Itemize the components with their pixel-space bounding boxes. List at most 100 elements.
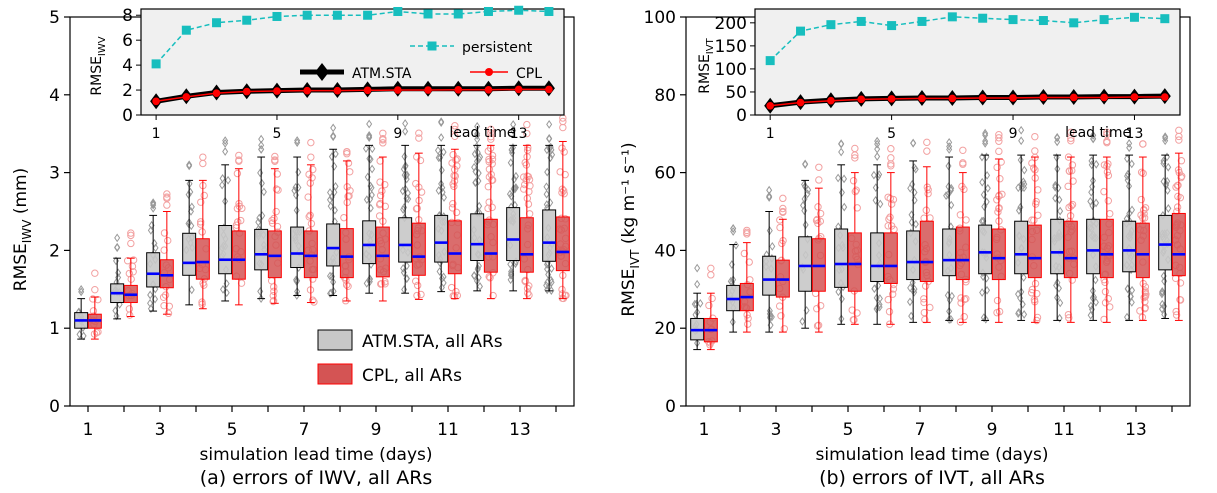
cpl-point-b <box>1065 203 1073 212</box>
atm-point-a <box>147 226 154 235</box>
atm-point-a <box>548 286 555 295</box>
atm-point-b <box>1087 301 1094 311</box>
y-tick-label-a: 2 <box>49 241 60 261</box>
atm-outlier-a <box>474 121 481 131</box>
cpl-point-b <box>1174 181 1182 189</box>
atm-outlier-b <box>982 128 989 138</box>
atm-point-b <box>1015 289 1022 299</box>
cpl-outlier-a <box>523 120 531 129</box>
cpl-point-b <box>778 239 786 248</box>
atm-point-a <box>258 178 265 188</box>
inset-marker-persistent-a <box>363 10 373 20</box>
atm-outlier-a <box>150 198 157 208</box>
atm-point-b <box>907 283 914 293</box>
atm-point-a <box>548 277 555 287</box>
cpl-point-a <box>378 187 386 195</box>
cpl-point-b <box>1032 197 1040 206</box>
atm-outlier-a <box>150 200 157 210</box>
x-tick-label-b: 1 <box>699 420 710 440</box>
cpl-point-b <box>1065 167 1074 175</box>
inset-marker-cpl-a <box>182 93 191 101</box>
atm-point-a <box>435 153 442 163</box>
inset-line-cpl-a <box>155 88 549 103</box>
cpl-point-b <box>993 308 1001 317</box>
cpl-point-a <box>449 200 457 208</box>
atm-box-b <box>978 224 993 275</box>
inset-x-tick-label-a: 13 <box>510 126 528 142</box>
atm-point-a <box>188 202 195 212</box>
cpl-point-a <box>308 174 316 182</box>
inset-line-persistent-a <box>155 9 549 65</box>
cpl-point-a <box>524 172 533 181</box>
y-axis-label-sub-a: IWV <box>20 219 34 243</box>
atm-point-b <box>1092 275 1099 285</box>
atm-point-a <box>257 168 264 178</box>
atm-point-b <box>1093 198 1100 208</box>
cpl-outlier-b <box>779 208 787 217</box>
cpl-box-a <box>195 238 210 280</box>
atm-outlier-b <box>874 139 881 149</box>
cpl-point-a <box>165 302 174 310</box>
atm-box-a <box>254 228 269 271</box>
atm-point-a <box>440 147 447 157</box>
cpl-point-b <box>705 301 713 310</box>
cpl-point-b <box>994 208 1002 216</box>
atm-point-a <box>331 161 338 171</box>
cpl-point-a <box>449 151 457 159</box>
atm-outlier-b <box>1162 133 1169 143</box>
inset-x-label-a: lead time <box>449 125 515 141</box>
atm-box-b <box>762 255 777 296</box>
atm-point-b <box>1015 183 1022 193</box>
atm-point-a <box>476 282 483 291</box>
cpl-point-b <box>1101 299 1110 307</box>
cpl-outlier-b <box>1067 137 1075 145</box>
cpl-point-a <box>270 287 278 295</box>
atm-point-b <box>1129 285 1136 295</box>
cpl-box-b <box>991 228 1006 281</box>
atm-point-a <box>219 180 226 190</box>
atm-outlier-b <box>910 138 917 148</box>
cpl-point-a <box>417 188 426 196</box>
cpl-outlier-a <box>523 129 531 138</box>
cpl-point-a <box>525 210 534 218</box>
inset-marker-cpl-b <box>1100 93 1108 102</box>
cpl-point-b <box>922 206 930 214</box>
cpl-point-b <box>745 258 753 266</box>
cpl-point-b <box>1100 315 1108 324</box>
cpl-point-b <box>1068 161 1077 169</box>
cpl-outlier-b <box>887 154 895 162</box>
inset-legend-marker-atm <box>315 63 329 81</box>
cpl-outlier-b <box>923 138 931 147</box>
atm-outlier-a <box>366 119 373 129</box>
atm-point-b <box>727 276 734 286</box>
atm-point-b <box>1057 298 1064 308</box>
panel-a: (a) errors of IWV, all ARs simulation le… <box>11 5 575 489</box>
cpl-point-a <box>160 229 169 237</box>
x-tick-label-b: 9 <box>987 420 998 440</box>
cpl-point-a <box>558 144 566 152</box>
atm-outlier-a <box>78 287 85 297</box>
cpl-outlier-b <box>1175 126 1183 135</box>
atm-point-b <box>841 202 848 212</box>
atm-point-a <box>474 147 481 157</box>
cpl-point-a <box>559 186 568 195</box>
inset-marker-cpl-b <box>827 96 835 105</box>
cpl-point-a <box>198 300 206 308</box>
inset-y-tick-label-b: 0 <box>736 106 747 126</box>
atm-outlier-a <box>114 233 121 243</box>
cpl-point-b <box>924 185 932 194</box>
cpl-outlier-a <box>91 269 99 277</box>
cpl-point-b <box>708 294 716 303</box>
atm-point-a <box>292 190 299 200</box>
cpl-point-b <box>813 215 821 224</box>
cpl-point-b <box>962 216 970 224</box>
cpl-point-b <box>777 312 785 320</box>
cpl-point-a <box>272 207 280 216</box>
atm-point-b <box>1128 159 1135 169</box>
atm-outlier-b <box>802 160 809 169</box>
atm-outlier-b <box>730 224 737 233</box>
inset-marker-persistent-a <box>453 9 463 19</box>
cpl-point-b <box>889 195 898 204</box>
cpl-box-b <box>1027 224 1042 279</box>
